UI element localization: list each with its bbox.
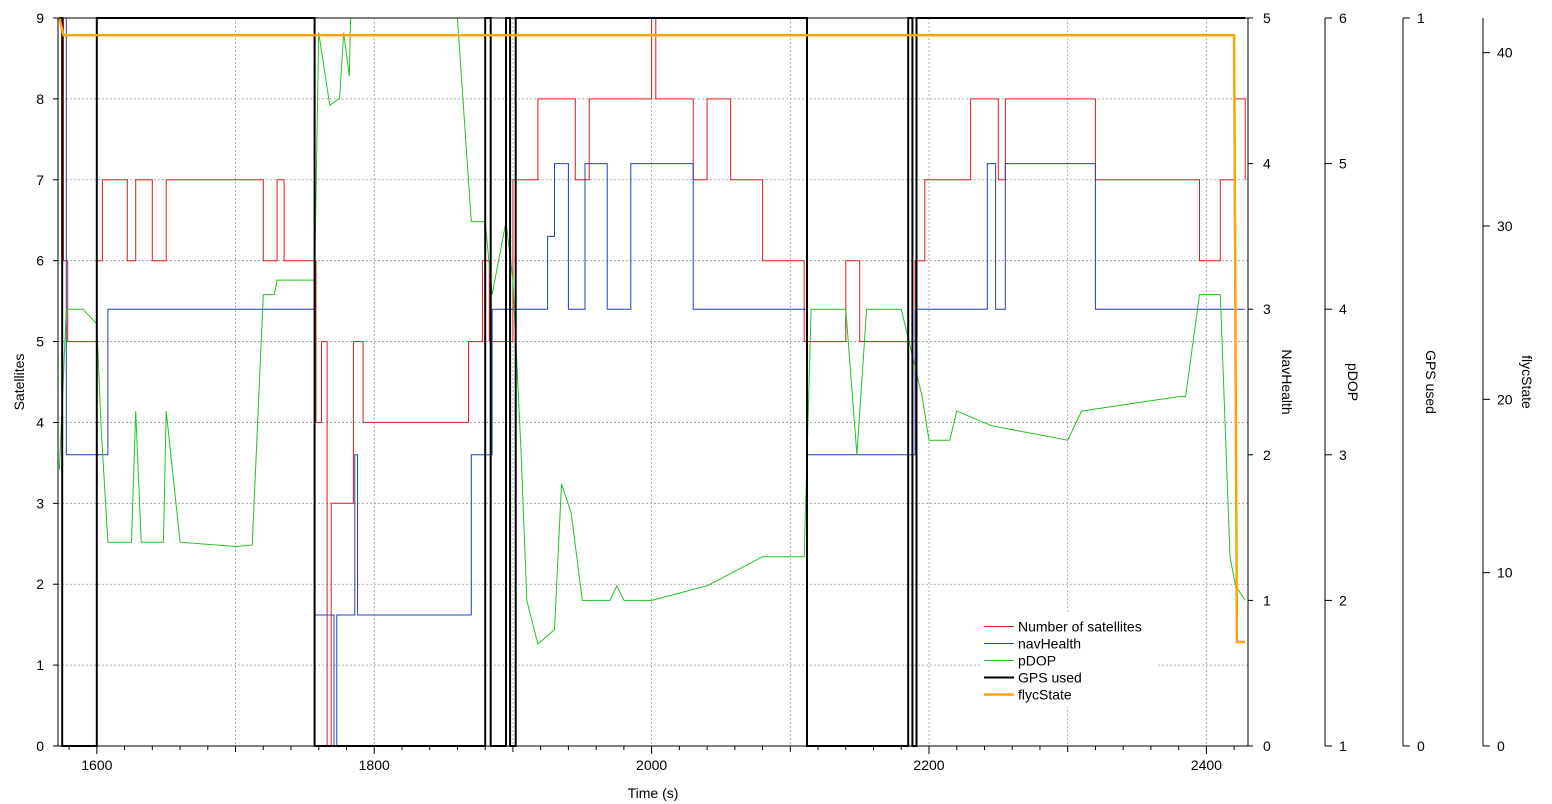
series-line-navhealth [59,17,1246,747]
y-tick-label-satellites: 8 [36,91,44,107]
y-axis-label-navhealth: NavHealth [1279,349,1295,414]
y-axis-label-gps: GPS used [1423,350,1439,414]
y-tick-label-satellites: 0 [36,738,44,754]
y-tick-label-pdop: 3 [1339,447,1347,463]
y-tick-label-navhealth: 3 [1263,301,1271,317]
y-axis-label-flyc: flycState [1519,355,1535,409]
y-tick-label-satellites: 4 [36,414,44,430]
y-tick-label-pdop: 6 [1339,10,1347,26]
y-tick-label-flyc: 0 [1497,738,1505,754]
y-tick-label-navhealth: 4 [1263,156,1271,172]
x-tick-label: 2400 [1191,757,1222,773]
y-tick-label-navhealth: 0 [1263,738,1271,754]
x-tick-label: 2200 [913,757,944,773]
y-tick-label-flyc: 40 [1497,45,1513,61]
x-tick-label: 2000 [636,757,667,773]
y-tick-label-flyc: 30 [1497,218,1513,234]
series-line-flycstate [58,17,1246,644]
y-tick-label-pdop: 2 [1339,592,1347,608]
legend-label-number-of-satellites: Number of satellites [1018,619,1142,635]
y-tick-label-gps: 0 [1417,738,1425,754]
legend-label-navhealth: navHealth [1018,636,1081,652]
x-tick-label: 1600 [81,757,112,773]
y-tick-label-satellites: 3 [36,495,44,511]
y-tick-label-flyc: 10 [1497,565,1513,581]
y-axis-label-satellites: Satellites [11,354,27,411]
y-tick-label-navhealth: 2 [1263,447,1271,463]
y-tick-label-satellites: 5 [36,334,44,350]
y-tick-label-pdop: 5 [1339,156,1347,172]
y-tick-label-pdop: 4 [1339,301,1347,317]
y-tick-label-satellites: 7 [36,172,44,188]
y-tick-label-satellites: 1 [36,657,44,673]
plot-frame [57,17,1249,747]
legend-label-pdop: pDOP [1018,653,1056,669]
y-tick-label-navhealth: 1 [1263,592,1271,608]
legend-label-gps-used: GPS used [1018,670,1082,686]
y-tick-label-satellites: 9 [36,10,44,26]
y-tick-label-flyc: 20 [1497,391,1513,407]
x-tick-label: 1800 [359,757,390,773]
y-tick-label-satellites: 6 [36,253,44,269]
y-axis-label-pdop: pDOP [1345,363,1361,401]
series-line-pdop [58,17,1246,646]
series-line-number-of-satellites [59,17,1246,747]
y-tick-label-navhealth: 5 [1263,10,1271,26]
grid [58,17,1248,747]
y-tick-label-gps: 1 [1417,10,1425,26]
x-axis-label: Time (s) [628,785,679,801]
y-tick-label-pdop: 1 [1339,738,1347,754]
y-tick-label-satellites: 2 [36,576,44,592]
legend-label-flycstate: flycState [1018,687,1072,703]
